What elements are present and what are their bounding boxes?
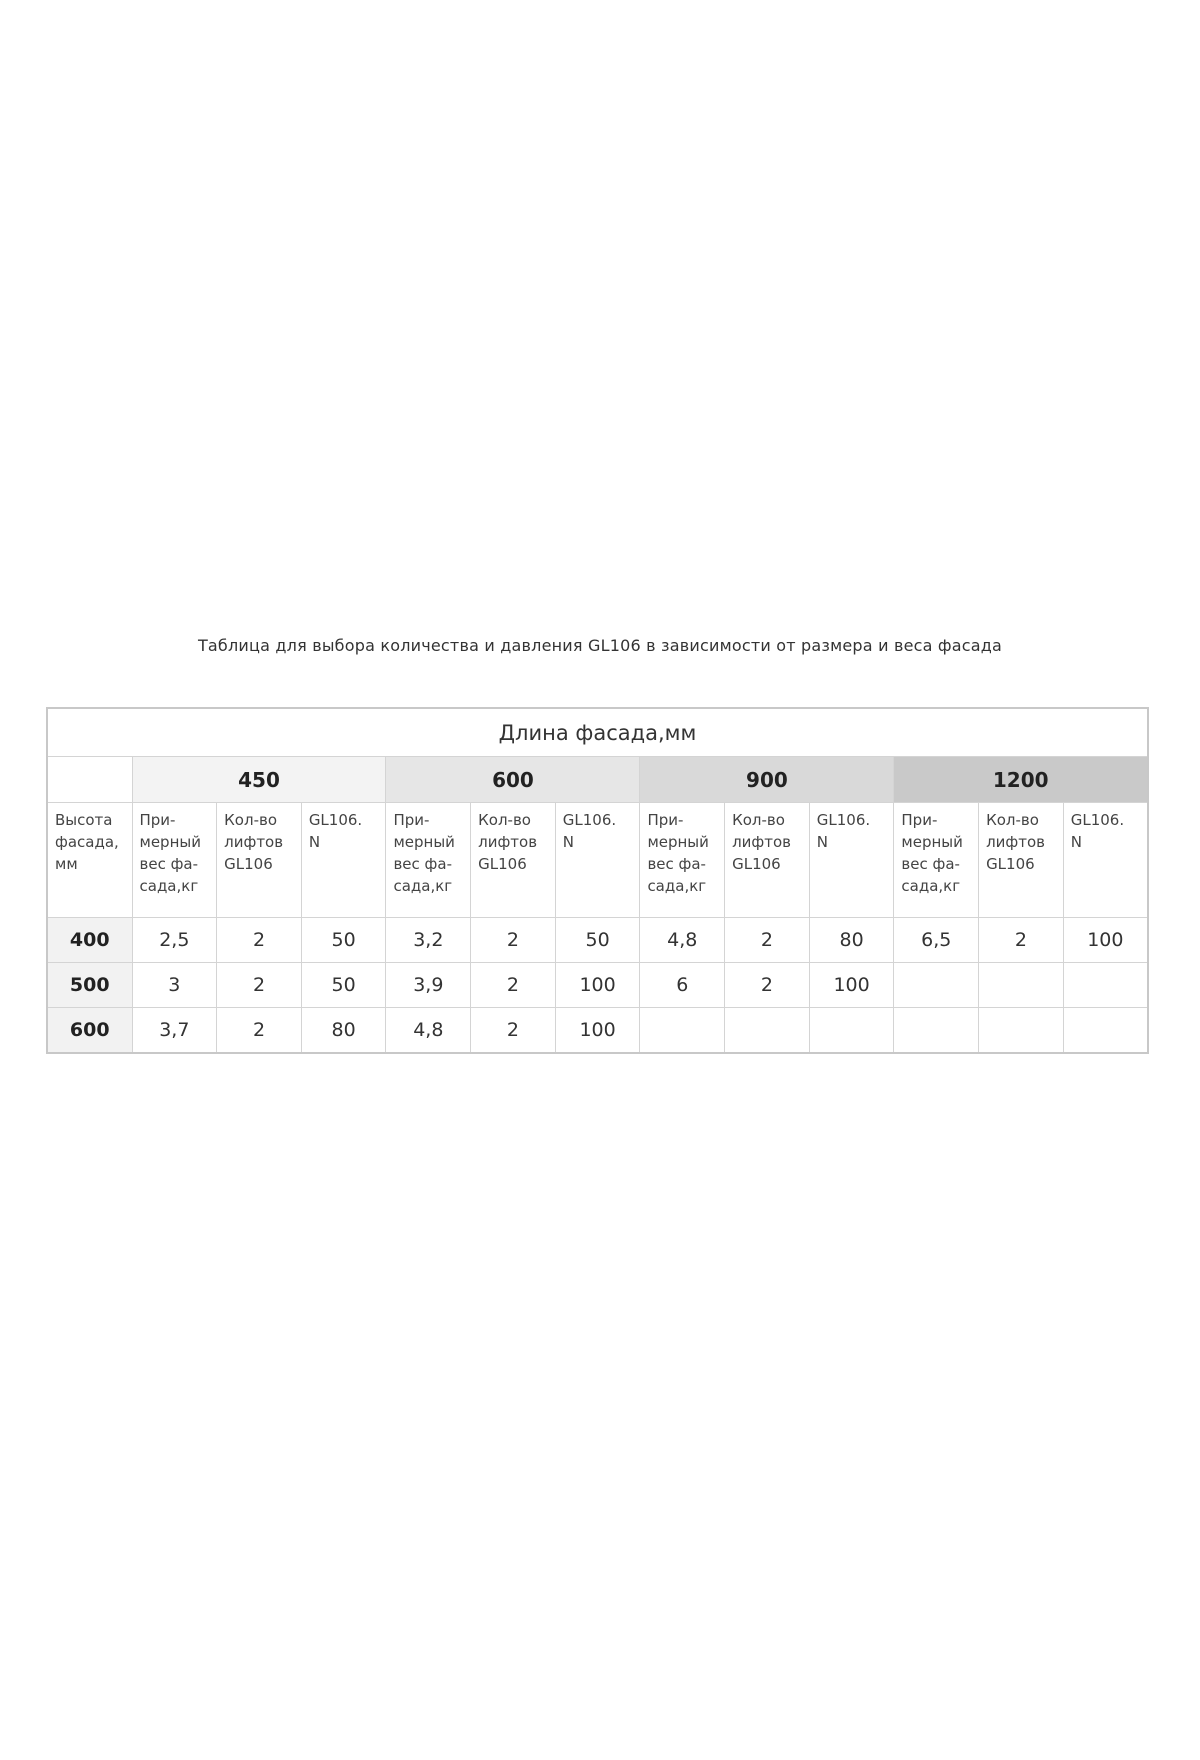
sub-header-weight: При- мерный вес фа- сада,кг — [131, 802, 218, 918]
table-row: 600 3,7 2 80 4,8 2 100 — [46, 1007, 1149, 1054]
facade-length-row: 450 600 900 1200 — [46, 756, 1149, 803]
table-row: 500 3 2 50 3,9 2 100 6 2 100 — [46, 962, 1149, 1008]
table-cell: 2 — [470, 917, 556, 963]
table-cell: 100 — [808, 962, 895, 1008]
table-cell — [893, 962, 980, 1008]
table-cell: 2 — [470, 1007, 556, 1054]
empty-corner-cell — [46, 756, 133, 803]
table-cell: 3,7 — [131, 1007, 218, 1054]
table-cell: 100 — [554, 1007, 641, 1054]
length-group-1200: 1200 — [893, 756, 1149, 803]
table-cell — [808, 1007, 895, 1054]
table-cell — [978, 1007, 1064, 1054]
table-cell — [724, 1007, 810, 1054]
sub-header-pressure: GL106. N — [808, 802, 895, 918]
row-header-height: Высота фасада, мм — [46, 802, 133, 918]
sub-header-lift-count: Кол-во лифтов GL106 — [470, 802, 556, 918]
table-cell — [1062, 1007, 1149, 1054]
sub-header-row: Высота фасада, мм При- мерный вес фа- са… — [46, 802, 1149, 918]
table-cell: 50 — [554, 917, 641, 963]
row-height-label: 400 — [46, 917, 133, 963]
table-cell: 3,9 — [385, 962, 472, 1008]
table-cell: 3 — [131, 962, 218, 1008]
sub-header-weight: При- мерный вес фа- сада,кг — [893, 802, 980, 918]
sub-header-weight: При- мерный вес фа- сада,кг — [385, 802, 472, 918]
sub-header-pressure: GL106. N — [1062, 802, 1149, 918]
table-cell: 2 — [216, 962, 302, 1008]
table-title-row: Длина фасада,мм — [46, 707, 1149, 757]
sub-header-pressure: GL106. N — [554, 802, 641, 918]
table-cell: 2 — [978, 917, 1064, 963]
table-cell: 4,8 — [639, 917, 726, 963]
table-cell — [639, 1007, 726, 1054]
table-cell — [978, 962, 1064, 1008]
table-cell: 2,5 — [131, 917, 218, 963]
table-cell: 2 — [470, 962, 556, 1008]
table-cell: 2 — [216, 917, 302, 963]
length-group-900: 900 — [639, 756, 895, 803]
table-title: Длина фасада,мм — [46, 707, 1149, 757]
length-group-450: 450 — [131, 756, 387, 803]
table-cell: 80 — [808, 917, 895, 963]
sub-header-pressure: GL106. N — [300, 802, 387, 918]
sub-header-lift-count: Кол-во лифтов GL106 — [724, 802, 810, 918]
table-cell: 80 — [300, 1007, 387, 1054]
table-cell: 100 — [1062, 917, 1149, 963]
length-group-600: 600 — [385, 756, 641, 803]
table-cell: 100 — [554, 962, 641, 1008]
table-cell: 2 — [724, 917, 810, 963]
row-height-label: 500 — [46, 962, 133, 1008]
table-row: 400 2,5 2 50 3,2 2 50 4,8 2 80 6,5 2 100 — [46, 917, 1149, 963]
sub-header-weight: При- мерный вес фа- сада,кг — [639, 802, 726, 918]
table-cell: 6,5 — [893, 917, 980, 963]
table-body: 400 2,5 2 50 3,2 2 50 4,8 2 80 6,5 2 100 500 3 2 50 3,9 2 1… — [46, 917, 1149, 1054]
row-height-label: 600 — [46, 1007, 133, 1054]
table-cell: 2 — [724, 962, 810, 1008]
table-caption: Таблица для выбора количества и давления… — [197, 636, 1003, 655]
table-cell: 50 — [300, 917, 387, 963]
table-cell: 3,2 — [385, 917, 472, 963]
table-cell: 4,8 — [385, 1007, 472, 1054]
table-cell — [893, 1007, 980, 1054]
table-cell — [1062, 962, 1149, 1008]
sub-header-lift-count: Кол-во лифтов GL106 — [216, 802, 302, 918]
table-cell: 2 — [216, 1007, 302, 1054]
gl106-selection-table: Длина фасада,мм 450 600 900 1200 Высота … — [46, 707, 1149, 1054]
table-cell: 50 — [300, 962, 387, 1008]
table-cell: 6 — [639, 962, 726, 1008]
sub-header-lift-count: Кол-во лифтов GL106 — [978, 802, 1064, 918]
